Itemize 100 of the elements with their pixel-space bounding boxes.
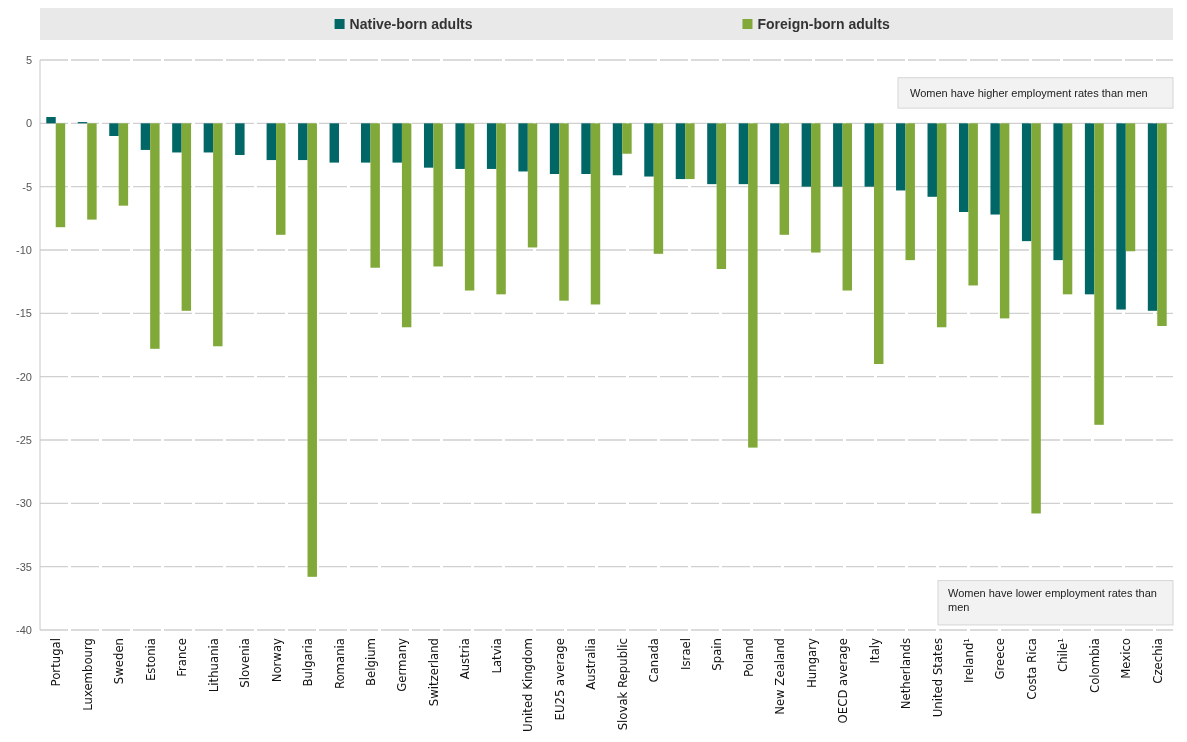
note-box: Women have lower employment rates than men	[937, 580, 1174, 626]
bar	[172, 123, 182, 153]
bar	[716, 123, 727, 269]
x-tick-label: Sweden	[111, 638, 127, 685]
bar	[433, 123, 443, 267]
bar	[276, 123, 286, 235]
x-tick-label: Poland	[740, 638, 756, 677]
bar	[1062, 123, 1073, 295]
bar	[905, 123, 915, 261]
bar	[455, 123, 465, 169]
bar	[738, 123, 749, 185]
x-tick-label: New Zealand	[772, 638, 788, 715]
y-tick-label: -5	[22, 180, 32, 193]
x-tick-label: Slovak Republic	[614, 638, 630, 731]
bar	[150, 123, 160, 349]
y-tick-label: -35	[16, 560, 32, 573]
bar	[87, 123, 97, 220]
bar	[1125, 123, 1136, 252]
bar	[581, 123, 591, 174]
bar	[842, 123, 852, 291]
x-tick-label: Hungary	[803, 637, 819, 688]
bar	[958, 123, 969, 212]
x-tick-label: Greece	[992, 638, 1008, 680]
x-tick-label: United Kingdom	[520, 638, 536, 732]
x-tick-label: Germany	[394, 637, 410, 692]
bar	[590, 123, 601, 305]
y-tick-label: -40	[16, 623, 32, 636]
bar	[1021, 123, 1032, 242]
x-tick-label: Czechia	[1149, 638, 1165, 684]
bar	[464, 123, 475, 291]
bar	[779, 123, 790, 235]
bar	[874, 123, 884, 364]
x-tick-label: OECD average	[835, 638, 851, 724]
bar	[140, 123, 151, 150]
bar	[811, 123, 821, 253]
bar	[1147, 123, 1158, 311]
y-tick-label: -20	[16, 370, 32, 383]
bar	[927, 123, 937, 197]
bar	[1053, 123, 1063, 261]
x-tick-label: Mexico	[1118, 638, 1134, 679]
x-tick-label: Portugal	[48, 638, 64, 687]
bar	[990, 123, 1000, 215]
x-tick-label: EU25 average	[551, 638, 567, 721]
bar	[1094, 123, 1104, 425]
legend-label: Native-born adults	[349, 16, 473, 32]
annotation: Women have lower employment rates than men	[948, 586, 1157, 613]
note-box: Women have higher employment rates than men	[897, 77, 1174, 109]
bar	[401, 123, 412, 328]
bar	[423, 123, 434, 168]
x-tick-label: Norway	[268, 637, 284, 683]
x-tick-label: Italy	[866, 637, 882, 664]
x-tick-label: Lithuania	[205, 638, 221, 693]
bar	[266, 123, 277, 161]
bar	[118, 123, 129, 206]
x-tick-label: Switzerland	[425, 638, 441, 707]
x-tick-label: Estonia	[142, 638, 158, 682]
bar	[999, 123, 1010, 319]
x-tick-label: Belgium	[363, 638, 379, 686]
x-tick-label: Bulgaria	[300, 638, 316, 687]
bar	[833, 123, 843, 187]
bar	[109, 123, 119, 136]
bar	[748, 123, 758, 448]
bar	[298, 123, 308, 161]
bar	[559, 123, 569, 301]
x-tick-label: Chile¹	[1055, 637, 1071, 672]
x-tick-label: Latvia	[488, 638, 504, 674]
y-tick-label: -15	[16, 307, 32, 320]
y-tick-label: -25	[16, 433, 32, 446]
x-tick-label: Austria	[457, 638, 473, 680]
bar	[549, 123, 560, 174]
bar	[486, 123, 497, 169]
bar	[361, 123, 371, 163]
bar	[307, 123, 317, 577]
x-tick-label: Ireland¹	[960, 637, 976, 684]
bar	[864, 123, 875, 187]
bar	[1031, 123, 1041, 514]
y-tick-label: -30	[16, 497, 32, 510]
x-tick-label: Israel	[677, 638, 693, 670]
bar	[685, 123, 695, 180]
x-tick-label: Slovenia	[237, 638, 253, 688]
x-tick-label: Spain	[709, 638, 725, 671]
bar	[235, 123, 245, 155]
x-tick-label: Netherlands	[898, 638, 914, 710]
bar	[527, 123, 538, 248]
bar	[622, 123, 632, 154]
bar	[55, 123, 66, 228]
y-tick-label: -10	[16, 243, 32, 256]
bar	[653, 123, 664, 254]
bar	[675, 123, 686, 180]
x-tick-label: United States	[929, 638, 945, 718]
x-tick-label: Luxembourg	[79, 638, 95, 711]
y-tick-label: 5	[25, 53, 32, 66]
bar	[46, 117, 56, 124]
bar	[1116, 123, 1126, 310]
bar	[896, 123, 906, 191]
bar	[707, 123, 717, 185]
bar	[770, 123, 780, 185]
annotation: Women have higher employment rates than men	[910, 86, 1148, 99]
bar	[392, 123, 402, 163]
bar	[644, 123, 654, 177]
